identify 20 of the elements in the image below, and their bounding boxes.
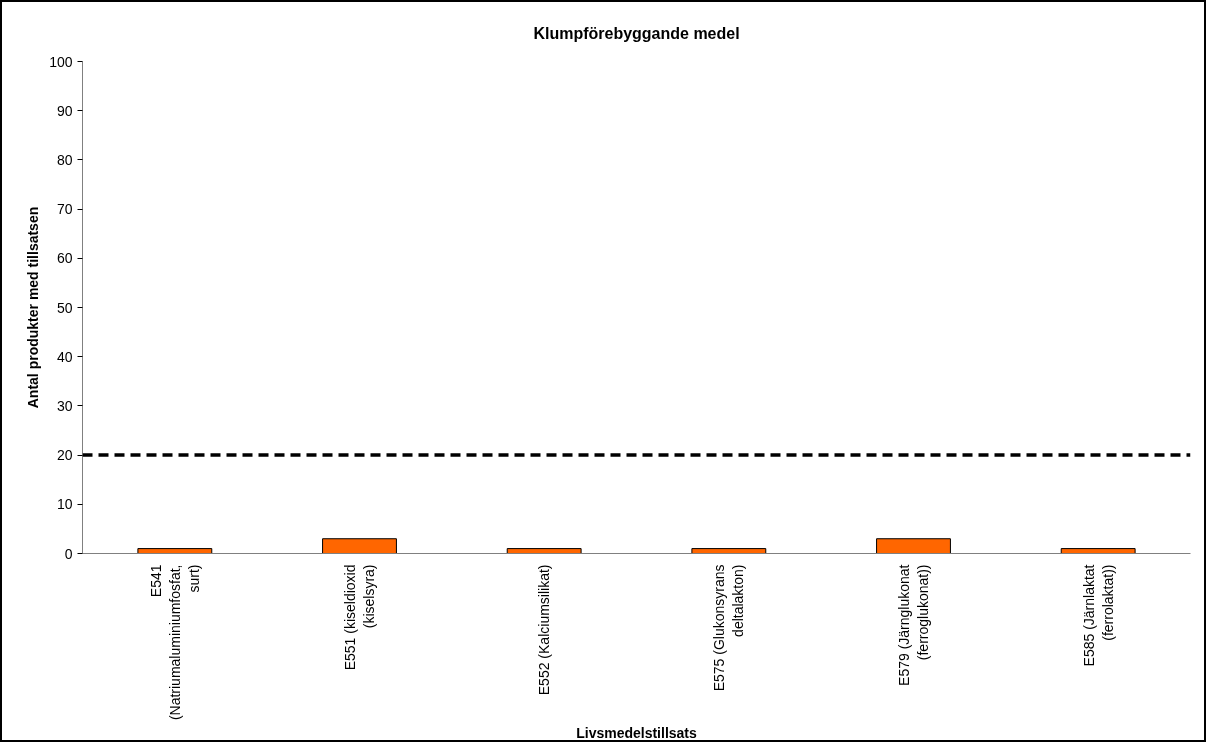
y-axis-title: Antal produkter med tillsatsen	[25, 206, 42, 409]
y-tick-label: 80	[56, 151, 73, 168]
x-tick-label: E551 (kiseldioxid (kiselsyra)	[341, 564, 378, 671]
x-tick-label: E585 (Järnlaktat (ferrolaktat))	[1080, 564, 1116, 667]
y-tick-label: 40	[56, 348, 73, 365]
y-tick-label: 50	[56, 299, 73, 316]
y-tick-label: 60	[56, 250, 73, 267]
y-tick-label: 0	[64, 545, 73, 562]
y-tick-label: 20	[56, 447, 73, 464]
x-tick-label: E579 (Järnglukonat (ferroglukonat))	[895, 564, 932, 686]
y-tick-label: 100	[49, 53, 73, 70]
x-tick-label: E575 (Glukonsyrans deltalakton)	[711, 564, 747, 692]
y-tick-label: 90	[56, 102, 73, 119]
x-axis-title: Livsmedelstillsats	[576, 725, 698, 742]
x-tick-label: E541 (Natriumaluminiumfosfat, surt)	[147, 564, 203, 721]
x-tick-label: E552 (Kalciumsilikat)	[536, 564, 553, 696]
chart-title: Klumpförebyggande medel	[533, 24, 740, 42]
y-tick-label: 10	[56, 496, 73, 513]
y-tick-label: 70	[56, 201, 73, 218]
y-tick-label: 30	[56, 397, 73, 414]
